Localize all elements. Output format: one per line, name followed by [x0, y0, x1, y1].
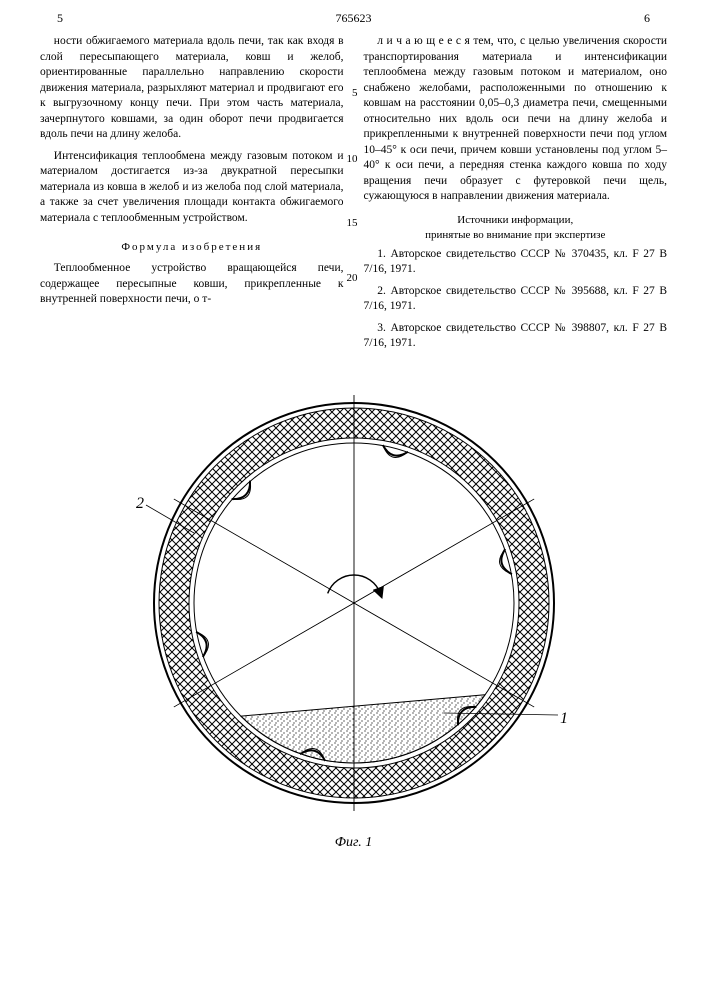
left-column: ности обжигаемого материала вдоль печи, …: [40, 34, 344, 357]
right-column: л и ч а ю щ е е с я тем, что, с целью ув…: [364, 34, 668, 357]
patent-number: 765623: [80, 10, 627, 26]
page-number-right: 6: [627, 10, 667, 26]
line-number-5: 5: [352, 86, 358, 101]
sources-title: Источники информации, принятые во вниман…: [364, 213, 668, 243]
source-2: 2. Авторское свидетельство СССР № 395688…: [364, 284, 668, 315]
formula-title: Формула изобретения: [40, 240, 344, 255]
left-para-2: Интенсификация теплообмена между газовым…: [40, 149, 344, 227]
figure-1: 21 Фиг. 1: [40, 388, 667, 853]
svg-text:1: 1: [560, 710, 568, 727]
line-number-15: 15: [347, 216, 358, 231]
right-para-1: л и ч а ю щ е е с я тем, что, с целью ув…: [364, 34, 668, 205]
figure-svg: 21: [124, 388, 584, 828]
line-number-20: 20: [347, 271, 358, 286]
line-number-10: 10: [347, 152, 358, 167]
source-3: 3. Авторское свидетельство СССР № 398807…: [364, 321, 668, 352]
page-header: 5 765623 6: [40, 10, 667, 26]
left-para-3: Теплообменное устройство вращающейся печ…: [40, 261, 344, 308]
source-1: 1. Авторское свидетельство СССР № 370435…: [364, 247, 668, 278]
figure-caption: Фиг. 1: [40, 834, 667, 853]
svg-text:2: 2: [136, 495, 144, 512]
page-number-left: 5: [40, 10, 80, 26]
left-para-1: ности обжигаемого материала вдоль печи, …: [40, 34, 344, 143]
text-columns: ности обжигаемого материала вдоль печи, …: [40, 34, 667, 357]
